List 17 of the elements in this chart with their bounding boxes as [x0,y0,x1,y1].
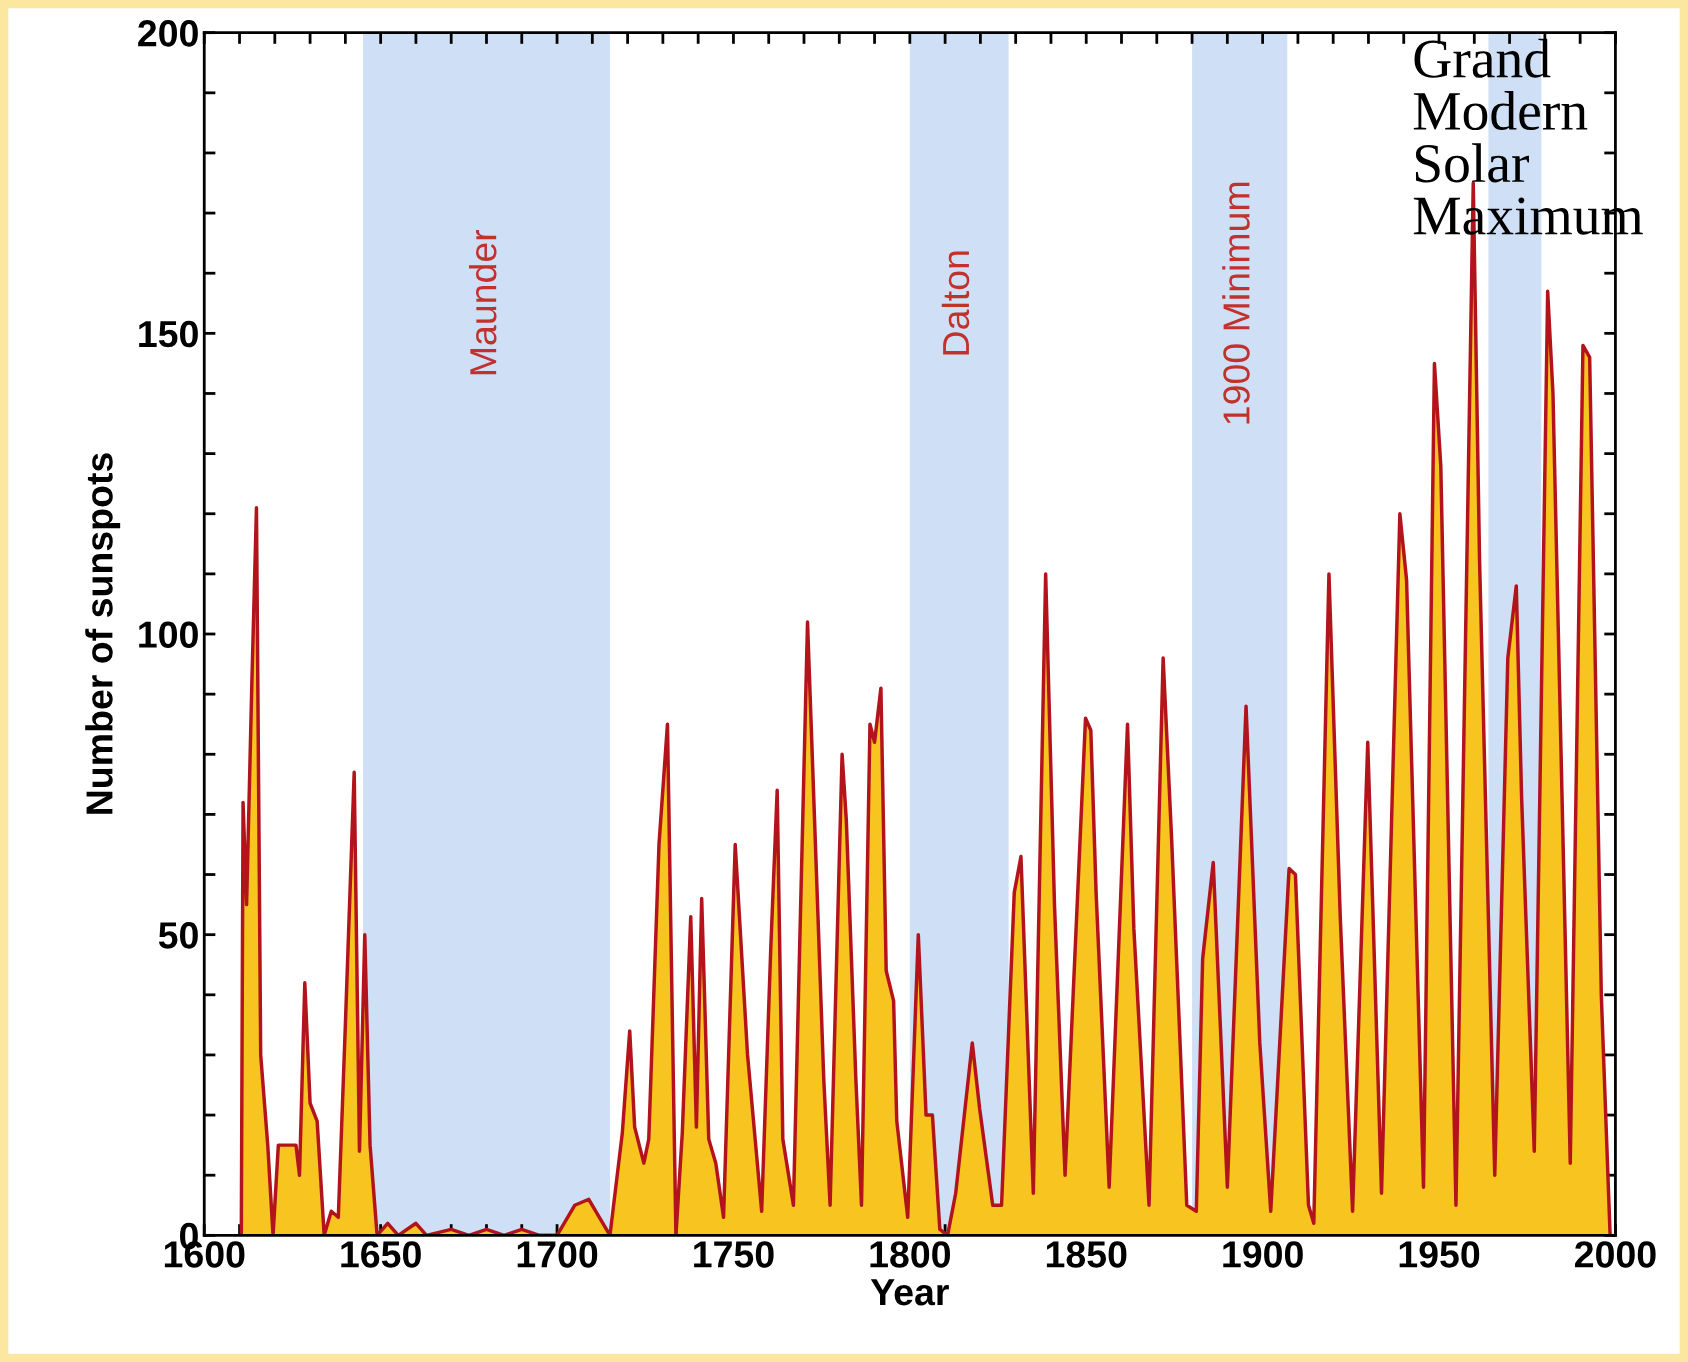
x-tick-label: 1850 [1046,1241,1127,1268]
y-axis-title: Number of sunspots [85,453,121,814]
band-label: Maunder [469,229,497,375]
y-tick-label: 200 [138,20,198,47]
x-tick-label: 1950 [1399,1241,1480,1268]
band-label: Dalton [941,251,970,355]
band-label: 1900 Minimum [1222,182,1250,424]
x-tick-label: 2000 [1575,1241,1656,1268]
x-tick-label: 1800 [870,1241,951,1268]
y-tick-label: 100 [139,621,198,648]
x-tick-label: 1750 [694,1241,774,1268]
y-tick-label: 50 [158,922,198,949]
x-tick-label: 1650 [341,1241,421,1268]
y-tick-label: 150 [139,320,198,348]
x-axis-title: Year [870,1279,949,1306]
x-tick-label: 1700 [517,1241,598,1268]
x-tick-label: 1900 [1223,1241,1303,1268]
